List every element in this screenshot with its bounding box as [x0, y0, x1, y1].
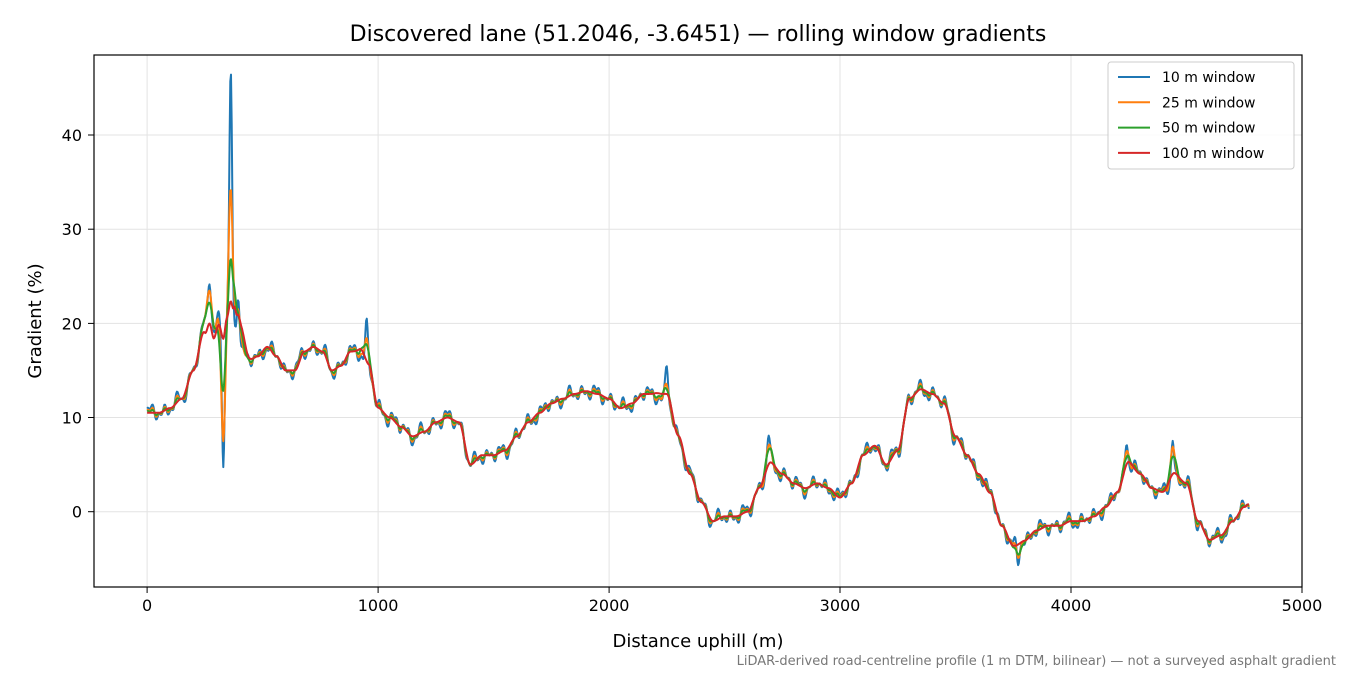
plot-frame: [93, 54, 1303, 588]
footnote: LiDAR-derived road-centreline profile (1…: [737, 654, 1336, 669]
y-axis-label: Gradient (%): [25, 263, 46, 378]
legend-box: [1107, 61, 1295, 170]
legend: 10 m window 25 m window 50 m window 100 m w…: [1107, 61, 1295, 170]
series-layer: [146, 73, 1250, 567]
x-tick-label: 2000: [589, 596, 630, 615]
y-tick-label: 0: [72, 503, 82, 522]
x-tick-label: 3000: [820, 596, 861, 615]
y-tick-label: 40: [62, 126, 82, 145]
series-line: [146, 300, 1250, 547]
legend-label: 100 m window: [1162, 146, 1264, 162]
legend-label: 50 m window: [1162, 121, 1255, 137]
x-tick-label: 5000: [1282, 596, 1323, 615]
x-axis-label: Distance uphill (m): [613, 631, 784, 652]
legend-label: 25 m window: [1162, 95, 1255, 111]
x-tick-label: 4000: [1051, 596, 1092, 615]
x-tick-label: 0: [142, 596, 152, 615]
legend-label: 10 m window: [1162, 70, 1255, 86]
y-tick-label: 20: [62, 314, 82, 333]
y-tick-label: 30: [62, 220, 82, 239]
y-axis-ticks: 0 10 20 30 40: [62, 126, 94, 522]
chart-title: Discovered lane (51.2046, -3.6451) — rol…: [350, 22, 1047, 47]
x-axis-ticks: 0 1000 2000 3000 4000 5000: [142, 587, 1322, 615]
y-tick-label: 10: [62, 409, 82, 428]
x-tick-label: 1000: [358, 596, 399, 615]
